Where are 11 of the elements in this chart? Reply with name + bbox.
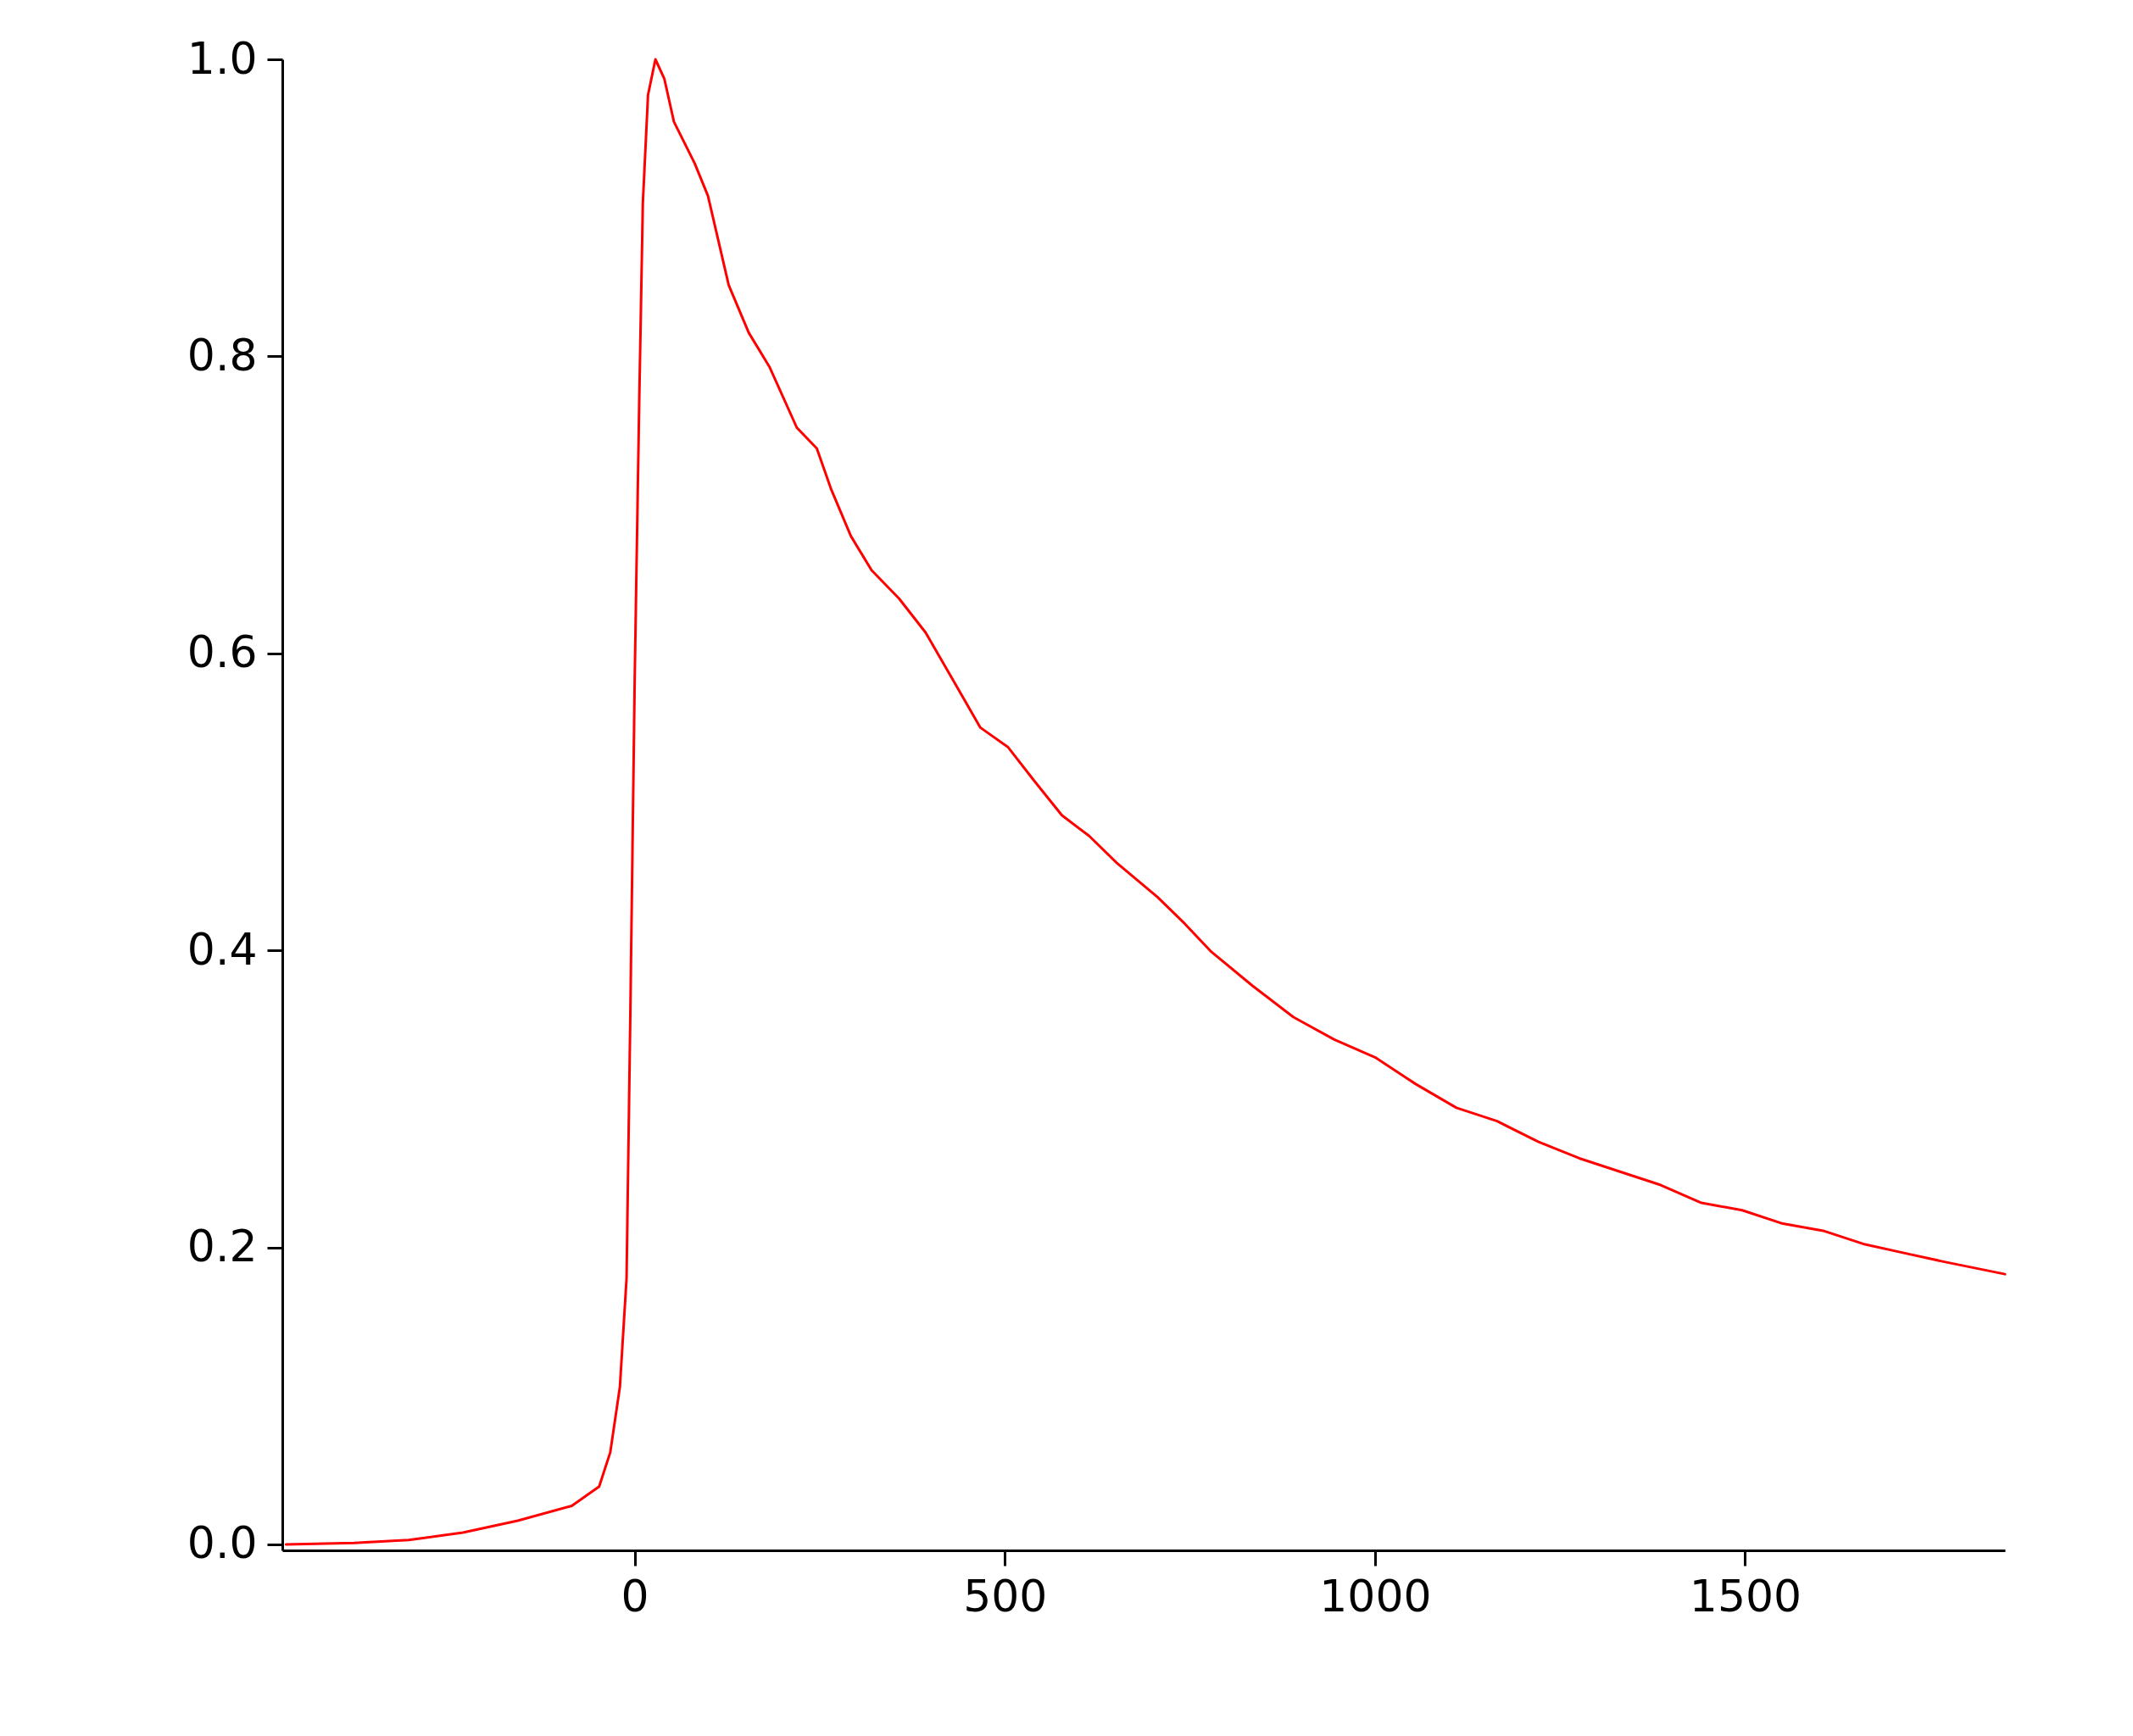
y-tick-label: 0.8 xyxy=(187,329,258,381)
x-tick-label: 500 xyxy=(963,1570,1048,1622)
x-tick-label: 0 xyxy=(621,1570,649,1622)
x-tick-label: 1000 xyxy=(1319,1570,1432,1622)
y-tick-label: 0.6 xyxy=(187,626,258,678)
x-tick-label: 1500 xyxy=(1689,1570,1802,1622)
y-tick-label: 0.2 xyxy=(187,1221,258,1272)
y-tick-label: 1.0 xyxy=(187,32,258,84)
line-series xyxy=(284,58,2007,1546)
y-tick-label: 0.0 xyxy=(187,1517,258,1569)
y-tick-label: 0.4 xyxy=(187,923,258,975)
